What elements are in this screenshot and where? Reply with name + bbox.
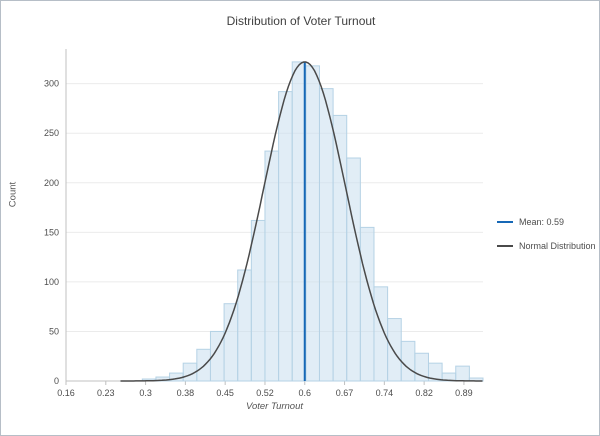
x-tick-label: 0.89 (455, 388, 473, 398)
histogram-bar (455, 365, 470, 382)
normal-distribution-swatch-icon (497, 245, 513, 247)
histogram-bar (346, 157, 361, 382)
x-tick-label: 0.38 (177, 388, 195, 398)
histogram-bar (400, 340, 416, 382)
x-tick-label: 0.67 (336, 388, 354, 398)
histogram-bar (359, 226, 375, 382)
x-tick-label: 0.82 (415, 388, 433, 398)
x-tick-label: 0.16 (57, 388, 75, 398)
histogram-bar (264, 150, 280, 382)
histogram-bar (278, 91, 293, 382)
x-tick-label: 0.74 (376, 388, 394, 398)
x-tick-label: 0.23 (97, 388, 115, 398)
y-tick-label: 300 (44, 79, 59, 89)
histogram-bar (427, 362, 443, 382)
x-tick-label: 0.52 (256, 388, 274, 398)
x-tick-label: 0.3 (139, 388, 152, 398)
histogram-bar (373, 286, 389, 382)
x-tick-label: 0.6 (298, 388, 311, 398)
histogram-bar (305, 65, 320, 382)
histogram-bar (250, 219, 266, 382)
chart-legend: Mean: 0.59 Normal Distribution (497, 217, 596, 251)
histogram-bar (318, 88, 334, 382)
histogram-bar (223, 303, 239, 382)
legend-label-normal-distribution: Normal Distribution (519, 241, 596, 251)
mean-line-swatch-icon (497, 221, 513, 223)
histogram-bar (332, 114, 348, 382)
y-tick-label: 0 (54, 376, 59, 386)
x-tick-label: 0.45 (216, 388, 234, 398)
y-tick-label: 250 (44, 128, 59, 138)
y-tick-label: 50 (49, 326, 59, 336)
y-tick-label: 150 (44, 227, 59, 237)
chart-title: Distribution of Voter Turnout (226, 14, 376, 28)
y-tick-label: 200 (44, 178, 59, 188)
normal-distribution-curve (120, 61, 483, 382)
y-tick-label: 100 (44, 277, 59, 287)
legend-label-mean: Mean: 0.59 (519, 217, 565, 227)
histogram-bar (387, 318, 402, 382)
legend-item-mean: Mean: 0.59 (497, 217, 596, 227)
x-axis-label: Voter Turnout (245, 401, 304, 412)
legend-item-normal-distribution: Normal Distribution (497, 241, 596, 251)
histogram-bar (237, 269, 252, 382)
